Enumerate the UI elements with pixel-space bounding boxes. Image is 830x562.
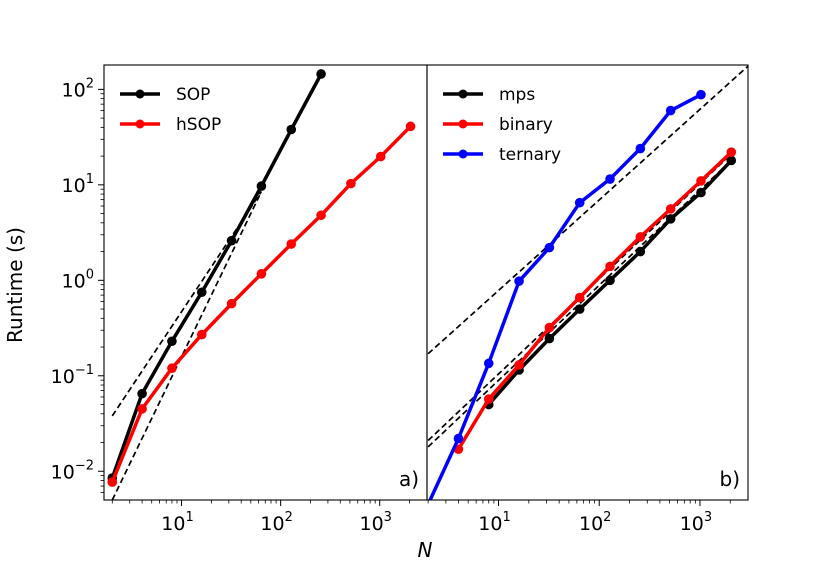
data-point-hsop: [107, 477, 118, 487]
data-point-sop: [256, 181, 267, 191]
x-tick-label: 101: [161, 510, 193, 535]
legend-marker-sop: [135, 89, 145, 99]
data-point-mps: [574, 304, 585, 314]
legend-label-mps: mps: [499, 85, 535, 105]
panel-b: 101 102 103 mps binary ternary b): [426, 64, 749, 535]
data-point-binary: [514, 360, 524, 370]
legend-marker-hsop: [135, 119, 145, 129]
x-tick-label: 101: [478, 510, 510, 535]
data-point-mps: [726, 155, 737, 166]
panel-label: b): [720, 467, 741, 491]
legend-label-hsop: hSOP: [176, 115, 221, 135]
data-point-hsop: [226, 298, 237, 309]
axes-frame: [103, 64, 428, 501]
data-point-ternary: [514, 276, 524, 286]
data-point-hsop: [196, 329, 207, 340]
legend-label-binary: binary: [499, 115, 553, 135]
series-line-binary: [456, 150, 733, 451]
data-point-sop: [316, 69, 326, 79]
series-line-hsop: [110, 125, 412, 483]
data-point-ternary: [665, 105, 676, 116]
data-point-binary: [635, 232, 646, 242]
legend-label-ternary: ternary: [499, 145, 561, 165]
y-axis-label: Runtime (s): [3, 227, 27, 343]
data-point-hsop: [137, 404, 147, 414]
data-point-sop: [196, 287, 207, 298]
x-tick-label: 102: [579, 510, 611, 535]
legend-label-sop: SOP: [176, 85, 210, 105]
data-point-ternary: [453, 433, 464, 444]
data-point-hsop: [316, 210, 326, 221]
data-point-mps: [605, 275, 615, 286]
data-point-sop: [226, 235, 237, 246]
data-point-hsop: [346, 178, 356, 189]
data-point-sop: [137, 388, 147, 399]
x-axis-label: N: [418, 538, 433, 562]
panel-label: a): [399, 467, 419, 491]
y-tick-label: 102: [62, 76, 94, 101]
legend: SOP hSOP: [120, 85, 221, 135]
plot-area: [427, 65, 748, 500]
x-tick-label: 102: [260, 510, 292, 535]
data-point-sop: [286, 124, 297, 135]
data-point-sop: [167, 336, 177, 347]
data-point-ternary: [605, 174, 615, 184]
data-point-binary: [726, 147, 737, 157]
reference-line-1: [427, 65, 748, 355]
data-point-binary: [665, 204, 676, 214]
data-point-hsop: [256, 269, 267, 279]
panel-a: 101 102 103 10−2 10−1 100 101 102 SOP hSOP a): [51, 64, 428, 535]
data-point-binary: [544, 322, 555, 333]
legend-marker-binary: [458, 119, 468, 129]
data-point-ternary: [483, 358, 494, 369]
data-point-hsop: [375, 151, 386, 162]
y-tick-label: 10−2: [51, 458, 94, 483]
data-point-ternary: [544, 242, 555, 253]
axes-frame: [426, 64, 749, 501]
legend-marker-ternary: [458, 149, 468, 159]
data-point-ternary: [635, 143, 646, 154]
data-point-ternary: [696, 89, 706, 100]
series-line-sop: [110, 73, 323, 479]
data-point-binary: [483, 394, 494, 404]
data-point-hsop: [286, 239, 297, 249]
legend-marker-mps: [458, 89, 468, 99]
reference-line-2: [111, 191, 263, 500]
data-point-hsop: [167, 363, 177, 374]
data-point-mps: [696, 187, 706, 198]
y-tick-label: 100: [62, 267, 94, 292]
x-tick-label: 103: [680, 510, 712, 535]
data-point-ternary: [574, 197, 585, 208]
x-tick-label: 103: [359, 510, 391, 535]
data-point-mps: [635, 246, 646, 257]
data-point-hsop: [405, 121, 416, 132]
series-line-ternary: [428, 93, 702, 500]
plot-area: [107, 69, 416, 500]
data-point-mps: [544, 333, 555, 344]
data-point-binary: [605, 261, 615, 272]
y-tick-label: 101: [62, 172, 94, 197]
legend: mps binary ternary: [443, 85, 561, 165]
y-tick-label: 10−1: [51, 363, 94, 388]
data-point-mps: [665, 214, 676, 224]
data-point-binary: [696, 176, 706, 186]
data-point-binary: [574, 292, 585, 303]
